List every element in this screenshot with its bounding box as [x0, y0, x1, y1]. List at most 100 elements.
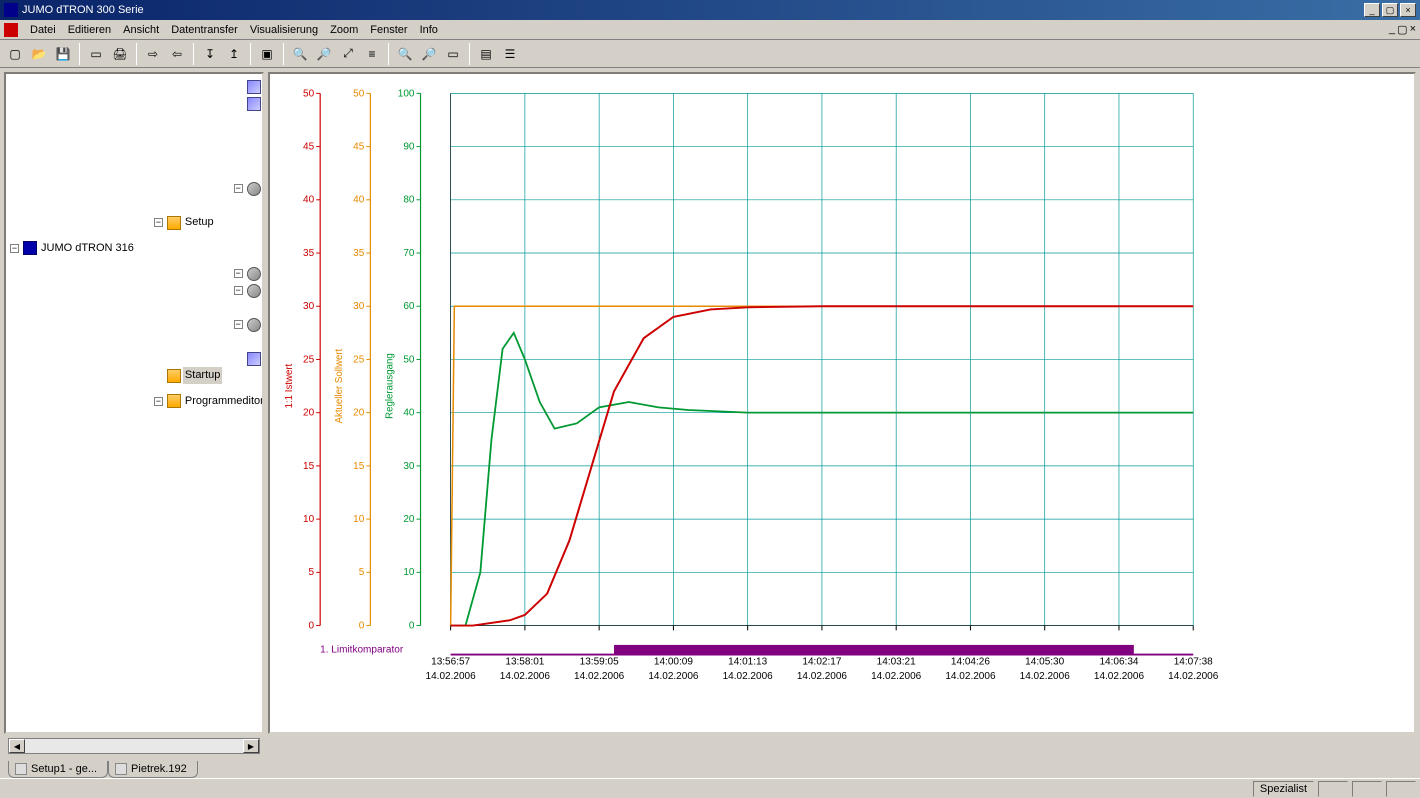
svg-text:14.02.2006: 14.02.2006: [426, 671, 477, 682]
tree-nursetup[interactable]: Nur Setup: [263, 316, 264, 333]
toolbar-zoom-plus-button[interactable]: 🔍: [394, 43, 416, 65]
menubar: Datei Editieren Ansicht Datentransfer Vi…: [0, 20, 1420, 40]
svg-text:5: 5: [359, 567, 365, 578]
svg-text:14:05:30: 14:05:30: [1025, 656, 1065, 667]
document-icon: [115, 763, 127, 775]
window-maximize-button[interactable]: ▢: [1382, 3, 1398, 17]
svg-text:14.02.2006: 14.02.2006: [574, 671, 625, 682]
tree-setup[interactable]: Setup: [183, 214, 216, 231]
doc-minimize-button[interactable]: _: [1389, 23, 1395, 36]
doc-restore-button[interactable]: ▢: [1397, 23, 1407, 36]
svg-text:14.02.2006: 14.02.2006: [1094, 671, 1145, 682]
tree-expander[interactable]: −: [234, 320, 243, 329]
tree-root[interactable]: JUMO dTRON 316: [39, 240, 136, 257]
toolbar-zoom-fit-button[interactable]: ⤢: [337, 43, 359, 65]
toolbar-open-button[interactable]: 📂: [28, 43, 50, 65]
window-titlebar: JUMO dTRON 300 Serie _ ▢ ×: [0, 0, 1420, 20]
menu-ansicht[interactable]: Ansicht: [123, 24, 159, 36]
svg-text:0: 0: [409, 621, 415, 632]
toolbar-palette-button[interactable]: ▤: [475, 43, 497, 65]
toolbar-save-button[interactable]: 💾: [52, 43, 74, 65]
svg-text:14:07:38: 14:07:38: [1174, 656, 1214, 667]
scroll-left-button[interactable]: ◀: [9, 739, 25, 753]
tree-dateiinfo-kopf[interactable]: DateiInfo-Kopf: [263, 78, 264, 95]
tree-expander[interactable]: −: [234, 286, 243, 295]
tree-hscrollbar[interactable]: ◀ ▶: [8, 738, 260, 754]
tree-panel[interactable]: − JUMO dTRON 316 − Setup DateiInfo-Kopf Ha…: [4, 72, 264, 734]
statusbar: Spezialist: [0, 778, 1420, 798]
scroll-right-button[interactable]: ▶: [243, 739, 259, 753]
tree-expander[interactable]: −: [154, 218, 163, 227]
tree-expander[interactable]: −: [234, 269, 243, 278]
svg-text:14.02.2006: 14.02.2006: [723, 671, 774, 682]
menu-zoom[interactable]: Zoom: [330, 24, 358, 36]
document-icon: [15, 763, 27, 775]
toolbar-zoom-minus-button[interactable]: 🔎: [418, 43, 440, 65]
tree-expander[interactable]: −: [10, 244, 19, 253]
toolbar-params-in-button[interactable]: ↥: [223, 43, 245, 65]
svg-text:0: 0: [359, 621, 365, 632]
tree-expander[interactable]: −: [154, 397, 163, 406]
window-close-button[interactable]: ×: [1400, 3, 1416, 17]
menu-visualisierung[interactable]: Visualisierung: [250, 24, 318, 36]
toolbar-zoom-out-button[interactable]: 🔎: [313, 43, 335, 65]
tree-dateiinfo-text[interactable]: DateiInfo-Text: [263, 350, 264, 367]
menu-fenster[interactable]: Fenster: [370, 24, 407, 36]
toolbar-zoom-area-button[interactable]: ▭: [442, 43, 464, 65]
document-tab[interactable]: Pietrek.192: [108, 761, 198, 778]
gear-icon: [247, 267, 261, 281]
toolbar-list-button[interactable]: ☰: [499, 43, 521, 65]
svg-text:35: 35: [353, 248, 365, 259]
menu-datei[interactable]: Datei: [30, 24, 56, 36]
svg-text:14:00:09: 14:00:09: [654, 656, 694, 667]
status-mode: Spezialist: [1253, 781, 1314, 797]
svg-text:13:56:57: 13:56:57: [431, 656, 470, 667]
doc-close-button[interactable]: ×: [1410, 23, 1416, 36]
svg-text:100: 100: [398, 88, 415, 99]
toolbar-params-out-button[interactable]: ↧: [199, 43, 221, 65]
toolbar-transfer-in-button[interactable]: ⇦: [166, 43, 188, 65]
svg-text:80: 80: [403, 195, 415, 206]
tree-parameterebene[interactable]: Parameterebene: [263, 265, 264, 282]
device-tree: −JUMO dTRON 316 −Setup DateiInfo-Kopf Ha…: [8, 78, 260, 418]
svg-text:Reglerausgang: Reglerausgang: [384, 353, 395, 419]
toolbar-zoom-in-button[interactable]: 🔍: [289, 43, 311, 65]
svg-text:15: 15: [353, 461, 365, 472]
tree-hardware[interactable]: Hardware: [263, 95, 264, 112]
status-field: [1318, 781, 1348, 797]
svg-text:60: 60: [403, 301, 415, 312]
folder-icon: [167, 394, 181, 408]
svg-text:14.02.2006: 14.02.2006: [871, 671, 922, 682]
window-minimize-button[interactable]: _: [1364, 3, 1380, 17]
svg-text:14.02.2006: 14.02.2006: [797, 671, 848, 682]
svg-text:5: 5: [309, 567, 315, 578]
gear-icon: [247, 318, 261, 332]
toolbar-new-button[interactable]: ▢: [4, 43, 26, 65]
menu-datentransfer[interactable]: Datentransfer: [171, 24, 238, 36]
toolbar-device-button[interactable]: ▣: [256, 43, 278, 65]
document-tab[interactable]: Setup1 - ge...: [8, 761, 108, 778]
tree-startup[interactable]: Startup: [183, 367, 222, 384]
toolbar-print-button[interactable]: 🖨: [109, 43, 131, 65]
tree-bedienerebene[interactable]: Bedienerebene: [263, 282, 264, 299]
tree-programmeditor[interactable]: Programmeditor: [183, 393, 264, 410]
folder-icon: [167, 369, 181, 383]
svg-text:14.02.2006: 14.02.2006: [945, 671, 996, 682]
page-icon: [247, 352, 261, 366]
menu-info[interactable]: Info: [420, 24, 438, 36]
window-title: JUMO dTRON 300 Serie: [22, 4, 1364, 16]
toolbar-page-button[interactable]: ▭: [85, 43, 107, 65]
svg-text:1. Limitkomparator: 1. Limitkomparator: [320, 645, 404, 656]
svg-text:20: 20: [403, 514, 415, 525]
toolbar-grid-button[interactable]: ≡: [361, 43, 383, 65]
page-icon: [247, 80, 261, 94]
tree-konfig[interactable]: Konfigurationsebene: [263, 180, 264, 197]
toolbar-transfer-out-button[interactable]: ⇨: [142, 43, 164, 65]
svg-text:14.02.2006: 14.02.2006: [1168, 671, 1219, 682]
menu-editieren[interactable]: Editieren: [68, 24, 111, 36]
svg-text:14.02.2006: 14.02.2006: [500, 671, 551, 682]
tree-expander[interactable]: −: [234, 184, 243, 193]
visualization-chart[interactable]: 051015202530354045501:1 Istwert051015202…: [270, 74, 1414, 732]
svg-text:0: 0: [309, 621, 315, 632]
folder-icon: [167, 216, 181, 230]
